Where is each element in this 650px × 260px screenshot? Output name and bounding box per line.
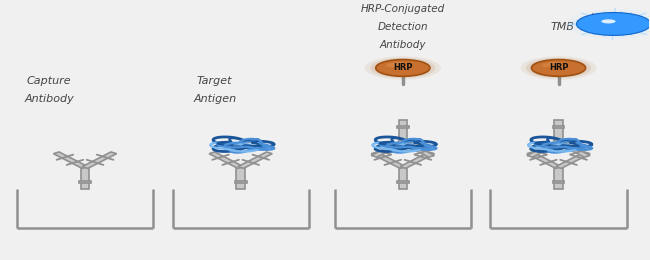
Bar <box>398 167 407 190</box>
Ellipse shape <box>543 142 567 148</box>
Polygon shape <box>527 141 562 157</box>
Text: Antibody: Antibody <box>380 40 426 50</box>
Bar <box>398 120 407 142</box>
Text: Antigen: Antigen <box>193 94 237 104</box>
Polygon shape <box>238 152 272 168</box>
Ellipse shape <box>565 9 650 39</box>
Ellipse shape <box>376 60 430 76</box>
Ellipse shape <box>526 58 591 78</box>
Polygon shape <box>82 152 116 168</box>
Text: Detection: Detection <box>378 22 428 32</box>
Ellipse shape <box>231 141 251 146</box>
Ellipse shape <box>387 142 412 148</box>
Bar <box>554 167 563 190</box>
Bar <box>237 167 245 190</box>
Text: Capture: Capture <box>27 76 72 86</box>
Ellipse shape <box>541 144 561 149</box>
Bar <box>397 181 409 183</box>
Ellipse shape <box>590 16 638 31</box>
Polygon shape <box>53 152 88 168</box>
Ellipse shape <box>582 14 645 34</box>
Bar <box>552 181 564 183</box>
Text: Target: Target <box>197 76 233 86</box>
Text: HRP-Conjugated: HRP-Conjugated <box>361 4 445 14</box>
Text: HRP: HRP <box>549 63 568 73</box>
Ellipse shape <box>577 12 650 35</box>
Text: Antibody: Antibody <box>25 94 74 104</box>
Bar <box>552 126 564 128</box>
Ellipse shape <box>226 142 250 148</box>
Text: HRP: HRP <box>393 63 413 73</box>
Polygon shape <box>527 152 562 168</box>
Polygon shape <box>400 141 434 157</box>
Polygon shape <box>371 141 406 157</box>
Ellipse shape <box>385 144 405 149</box>
Ellipse shape <box>397 144 419 150</box>
Bar <box>235 181 246 183</box>
Ellipse shape <box>549 141 569 146</box>
Polygon shape <box>400 152 434 168</box>
Polygon shape <box>556 141 590 157</box>
Polygon shape <box>371 152 406 168</box>
Bar <box>554 120 563 142</box>
Ellipse shape <box>552 144 575 150</box>
Text: TMB: TMB <box>551 22 575 32</box>
Bar <box>79 181 91 183</box>
Ellipse shape <box>532 60 586 76</box>
Polygon shape <box>556 152 590 168</box>
Ellipse shape <box>601 19 616 23</box>
Ellipse shape <box>542 62 560 67</box>
Ellipse shape <box>521 56 597 80</box>
Ellipse shape <box>575 12 650 36</box>
Polygon shape <box>209 152 244 168</box>
Ellipse shape <box>386 62 405 67</box>
Ellipse shape <box>235 144 257 150</box>
Bar <box>81 167 89 190</box>
Ellipse shape <box>393 141 413 146</box>
Ellipse shape <box>370 58 436 78</box>
Ellipse shape <box>365 56 441 80</box>
Ellipse shape <box>223 144 243 149</box>
Bar <box>397 126 409 128</box>
